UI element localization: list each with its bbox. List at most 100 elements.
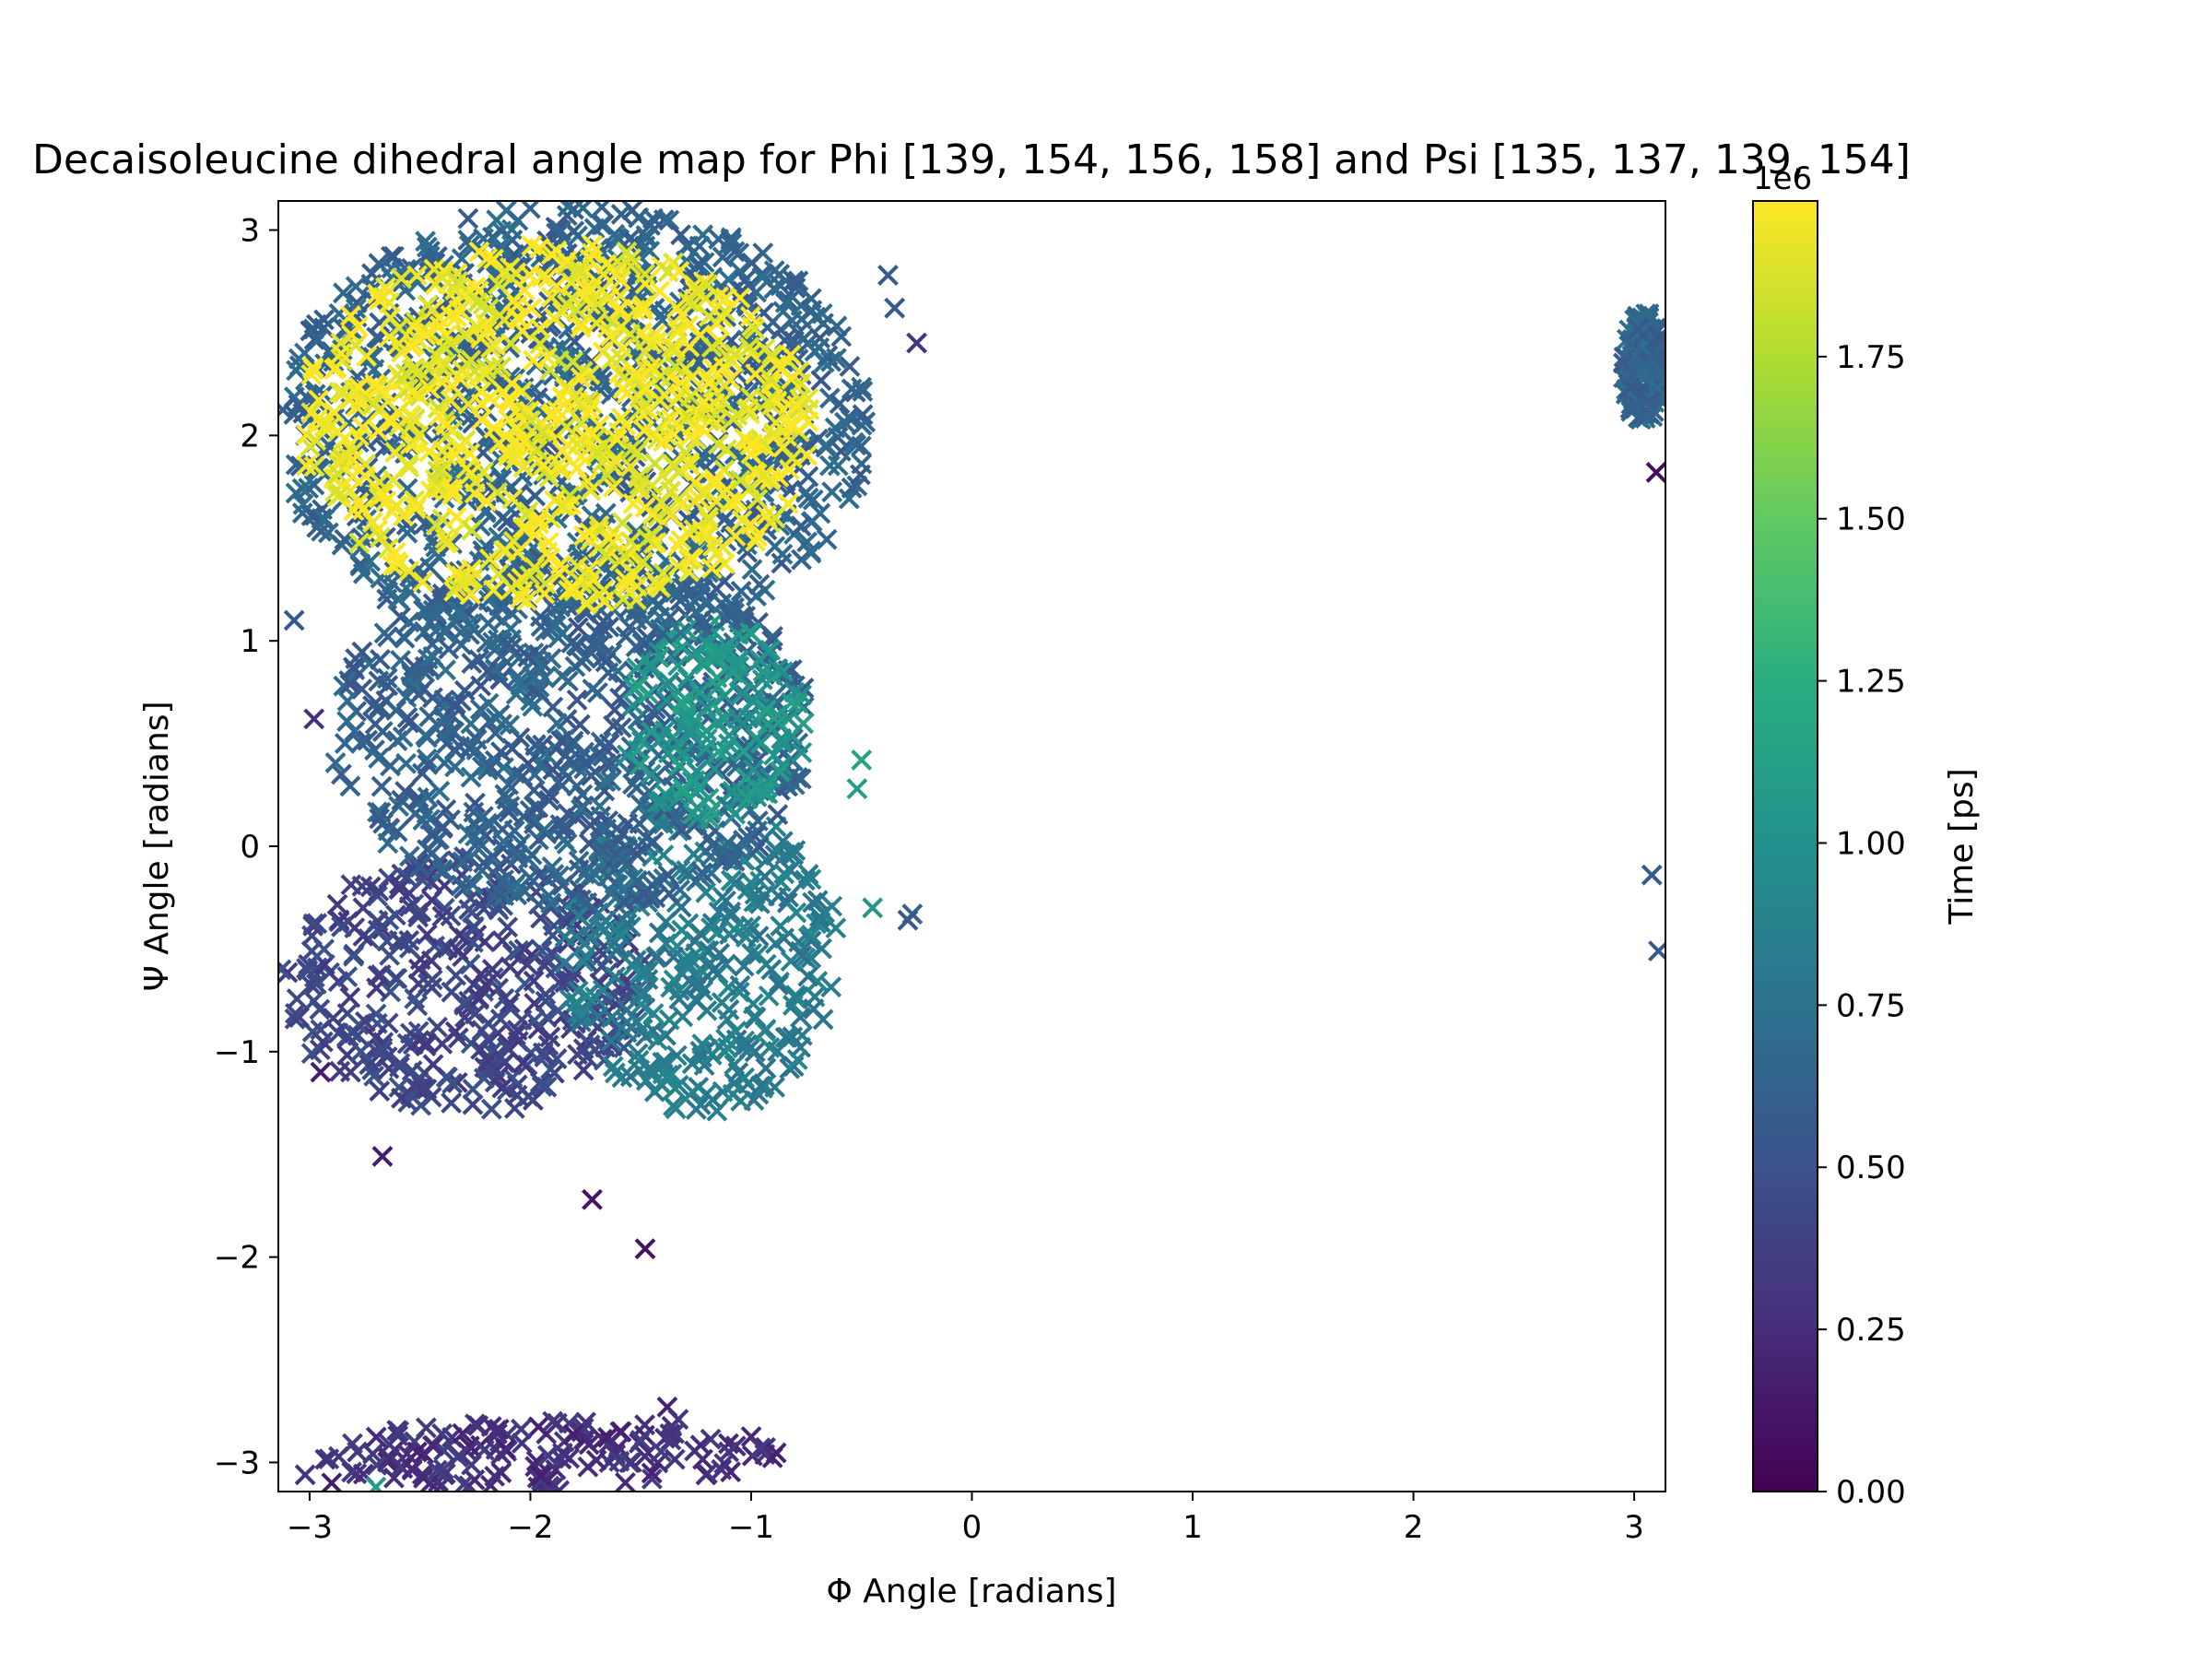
colorbar-tick-label: 1.50 — [1836, 501, 1906, 538]
scatter-point — [611, 407, 632, 429]
scatter-point — [333, 675, 355, 697]
scatter-point — [369, 1080, 391, 1103]
scatter-point — [715, 890, 736, 912]
scatter-point — [689, 973, 712, 996]
scatter-point — [392, 726, 414, 748]
scatter-point — [453, 679, 476, 702]
scatter-point — [641, 1468, 663, 1490]
scatter-point — [538, 885, 559, 907]
scatter-point — [587, 1006, 609, 1027]
scatter-point — [1621, 398, 1643, 420]
scatter-point — [308, 389, 330, 411]
scatter-point — [371, 1146, 394, 1167]
scatter-point — [747, 489, 769, 510]
scatter-point — [790, 515, 812, 537]
scatter-point — [336, 966, 359, 988]
scatter-point — [700, 1428, 722, 1450]
scatter-point — [743, 759, 765, 781]
scatter-point — [454, 324, 477, 347]
scatter-point — [527, 1416, 549, 1438]
scatter-point — [380, 755, 401, 777]
scatter-point — [548, 865, 571, 887]
scatter-point — [622, 492, 644, 514]
scatter-point — [804, 340, 826, 362]
scatter-point — [521, 843, 543, 866]
scatter-point — [465, 739, 488, 761]
scatter-point — [426, 472, 448, 494]
scatter-point — [351, 641, 373, 663]
scatter-point — [634, 1025, 656, 1047]
scatter-point — [400, 662, 422, 684]
scatter-point — [655, 409, 677, 431]
scatter-point — [580, 399, 601, 421]
scatter-point — [727, 490, 748, 512]
scatter-point — [572, 1038, 594, 1060]
scatter-point — [652, 1051, 674, 1073]
scatter-point — [1619, 334, 1641, 356]
scatter-point — [388, 879, 410, 901]
scatter-point — [365, 1426, 387, 1448]
scatter-point — [406, 271, 429, 293]
scatter-point — [877, 265, 899, 286]
scatter-point — [818, 387, 841, 409]
scatter-point — [407, 684, 429, 706]
scatter-point — [619, 1066, 641, 1088]
scatter-point — [364, 373, 386, 395]
scatter-point — [665, 336, 686, 359]
scatter-point — [1613, 352, 1634, 374]
scatter-point — [615, 575, 637, 597]
scatter-point — [355, 1010, 376, 1032]
scatter-point — [431, 818, 453, 840]
scatter-point — [634, 961, 656, 984]
scatter-point — [480, 756, 501, 778]
scatter-point — [543, 864, 565, 885]
scatter-point — [646, 792, 668, 813]
scatter-point — [342, 1433, 363, 1455]
scatter-point — [706, 1100, 728, 1122]
scatter-point — [382, 469, 404, 491]
scatter-point — [508, 939, 530, 961]
scatter-point — [767, 657, 789, 679]
scatter-point — [389, 1053, 411, 1074]
colorbar-label: Time [ps] — [1943, 768, 1981, 925]
scatter-point — [348, 532, 371, 554]
scatter-point — [851, 749, 873, 771]
scatter-point — [765, 933, 786, 954]
scatter-point — [673, 742, 695, 764]
colorbar-tick-label: 1.25 — [1836, 664, 1906, 701]
scatter-point — [658, 883, 680, 904]
scatter-point — [313, 938, 335, 961]
scatter-point — [382, 245, 405, 267]
scatter-point — [508, 671, 530, 693]
scatter-point — [649, 280, 671, 302]
scatter-point — [421, 976, 443, 998]
scatter-point — [620, 439, 641, 461]
scatter-point — [419, 378, 441, 400]
scatter-point — [1653, 378, 1665, 399]
scatter-point — [655, 674, 677, 696]
scatter-point — [408, 1030, 430, 1052]
scatter-point — [570, 316, 592, 338]
scatter-point — [1645, 462, 1665, 483]
scatter-point — [553, 820, 575, 842]
scatter-point — [782, 415, 805, 437]
scatter-point — [531, 939, 553, 961]
scatter-point — [367, 911, 389, 933]
scatter-point — [626, 843, 647, 865]
scatter-point — [383, 1467, 405, 1489]
scatter-point — [388, 796, 410, 818]
scatter-point — [786, 395, 808, 417]
scatter-point — [749, 1437, 771, 1459]
scatter-point — [488, 856, 509, 879]
scatter-point — [490, 356, 512, 378]
scatter-point — [630, 794, 652, 816]
scatter-point — [326, 893, 348, 915]
scatter-point — [380, 307, 402, 329]
scatter-point — [585, 1449, 607, 1471]
scatter-point — [810, 370, 832, 392]
scatter-point — [365, 1476, 387, 1492]
scatter-point — [726, 707, 748, 729]
scatter-point — [797, 965, 819, 987]
y-tick-label: 0 — [240, 829, 260, 866]
